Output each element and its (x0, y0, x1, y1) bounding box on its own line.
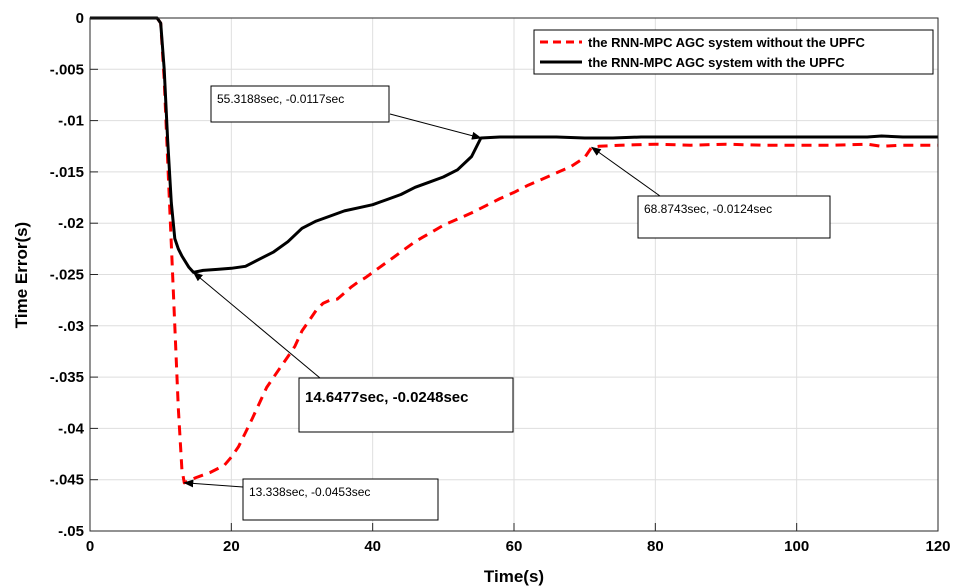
x-tick-label: 20 (223, 538, 240, 555)
annotation-box (637, 195, 831, 239)
series-line-with-upfc (90, 16, 938, 274)
ticks: 0 20 40 60 80 100 120 0 -.005 -.01 -.015 -.02 -.025 -… (50, 10, 951, 555)
x-tick-label: 0 (86, 538, 94, 555)
annotation-callout: 55.3188sec, -0.0117sec (210, 85, 482, 140)
y-tick-label: -.04 (58, 420, 85, 437)
annotation-box (210, 85, 390, 123)
series-lines (90, 16, 938, 485)
y-tick-label: -.035 (50, 369, 84, 386)
annotation-callout: 14.6477sec, -0.0248sec (192, 271, 514, 433)
y-tick-label: -.03 (58, 318, 84, 335)
y-tick-label: -.05 (58, 523, 84, 540)
y-tick-label: -.015 (50, 164, 84, 181)
y-tick-label: -.025 (50, 267, 84, 284)
x-tick-label: 120 (925, 538, 950, 555)
x-tick-label: 60 (506, 538, 523, 555)
legend-box (533, 29, 934, 75)
annotation-box (242, 478, 439, 521)
y-tick-label: -.005 (50, 61, 84, 78)
legend-label-with-upfc: the RNN-MPC AGC system with the UPFC (588, 55, 845, 70)
annotation-box (298, 377, 514, 433)
annotation-arrow (183, 479, 244, 488)
y-tick-label: -.045 (50, 472, 84, 489)
x-tick-label: 80 (647, 538, 664, 555)
annotation-arrow (389, 113, 482, 140)
annotation-label: 68.8743sec, -0.0124sec (644, 202, 772, 216)
y-axis-title: Time Error(s) (12, 222, 31, 328)
annotation-callout: 68.8743sec, -0.0124sec (590, 146, 831, 239)
y-tick-label: -.02 (58, 215, 84, 232)
legend: the RNN-MPC AGC system without the UPFC … (533, 29, 934, 75)
x-axis-title: Time(s) (484, 567, 544, 586)
legend-label-without-upfc: the RNN-MPC AGC system without the UPFC (588, 35, 865, 50)
y-tick-label: 0 (76, 10, 84, 27)
annotation-arrow (590, 146, 661, 197)
x-tick-label: 100 (784, 538, 809, 555)
series-line-without-upfc (90, 16, 938, 485)
annotation-callout: 13.338sec, -0.0453sec (183, 478, 439, 521)
annotations: 55.3188sec, -0.0117sec 68.8743sec, -0.012… (183, 85, 831, 521)
annotation-label: 13.338sec, -0.0453sec (249, 485, 370, 499)
x-tick-label: 40 (364, 538, 381, 555)
annotation-label: 55.3188sec, -0.0117sec (217, 92, 344, 106)
annotation-label: 14.6477sec, -0.0248sec (305, 389, 468, 406)
y-tick-label: -.01 (58, 113, 84, 130)
annotation-arrow (192, 271, 321, 379)
